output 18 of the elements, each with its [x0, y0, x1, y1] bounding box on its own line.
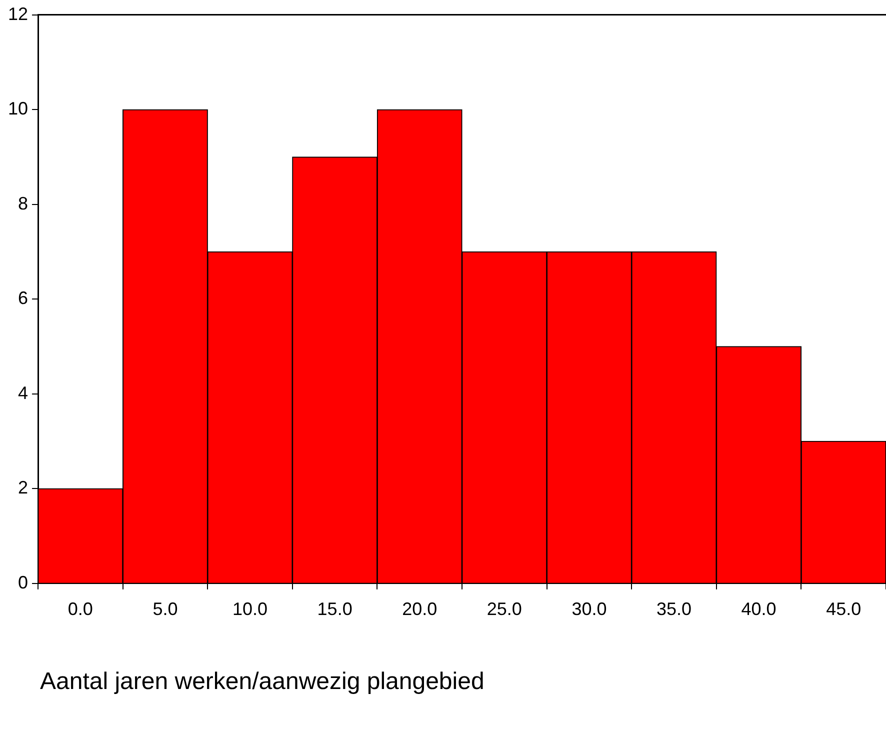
x-axis-title: Aantal jaren werken/aanwezig plangebied [40, 668, 484, 696]
x-tick-label: 25.0 [486, 599, 522, 620]
y-tick-label: 12 [8, 4, 28, 24]
x-tick-label: 30.0 [572, 599, 607, 620]
y-tick-label: 10 [8, 98, 28, 119]
y-tick-label: 8 [18, 193, 28, 214]
x-tick-label: 10.0 [232, 599, 268, 620]
x-tick-label: 40.0 [741, 599, 776, 620]
y-tick-label: 4 [18, 382, 28, 403]
y-tick-label: 2 [18, 478, 28, 498]
x-tick-label: 5.0 [152, 599, 178, 620]
y-tick-label: 6 [18, 288, 28, 308]
x-tick-label: 15.0 [317, 599, 352, 620]
x-tick-label: 45.0 [826, 599, 862, 620]
x-tick-label: 20.0 [402, 599, 438, 620]
y-tick-label: 0 [18, 572, 28, 592]
x-tick-label: 0.0 [68, 599, 93, 620]
x-tick-label: 35.0 [656, 599, 692, 620]
